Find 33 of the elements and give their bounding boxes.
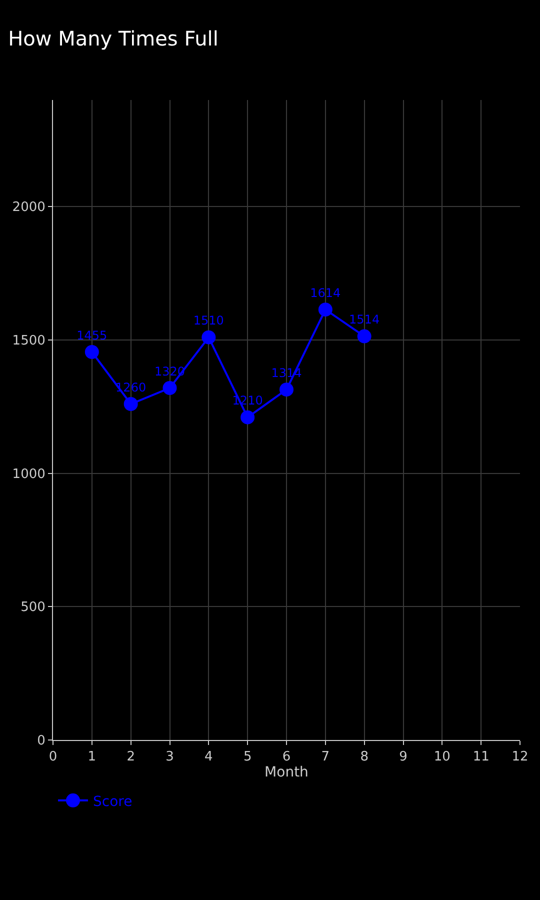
x-tick-label: 10 — [434, 750, 450, 765]
x-tick-label: 0 — [48, 750, 58, 765]
y-tick-label: 1000 — [12, 466, 46, 482]
x-tick-label: 9 — [399, 750, 408, 765]
y-tick-label: 500 — [20, 600, 46, 616]
point — [240, 410, 255, 424]
data-label: 1614 — [310, 286, 341, 300]
point — [280, 382, 294, 397]
x-tick-label: 2 — [126, 750, 135, 765]
y-tick-label: 2000 — [12, 200, 46, 216]
x-tick-label: 11 — [472, 750, 490, 765]
legend-label: Score — [93, 794, 132, 810]
point — [84, 345, 99, 359]
x-tick-label: 7 — [321, 750, 330, 765]
point — [318, 302, 332, 317]
x-tick-label: 8 — [360, 750, 368, 765]
x-tick-label: 5 — [243, 750, 252, 765]
chart-title: How Many Times Full — [8, 26, 218, 50]
x-tick-label: 6 — [282, 750, 291, 765]
point — [202, 330, 216, 344]
x-axis-title: Month — [264, 764, 308, 781]
x-tick-label: 3 — [166, 750, 174, 765]
x-tick-label: 4 — [204, 750, 213, 765]
point — [124, 397, 138, 411]
x-tick-label: 12 — [512, 750, 528, 765]
data-label: 1514 — [349, 312, 380, 327]
x-tick-label: 1 — [88, 750, 96, 765]
point — [357, 329, 372, 344]
y-tick-label: 0 — [37, 734, 46, 749]
data-label: 1455 — [76, 328, 108, 342]
point — [162, 381, 177, 395]
y-tick-label: 1500 — [12, 334, 46, 349]
data-label: 1510 — [193, 314, 224, 328]
